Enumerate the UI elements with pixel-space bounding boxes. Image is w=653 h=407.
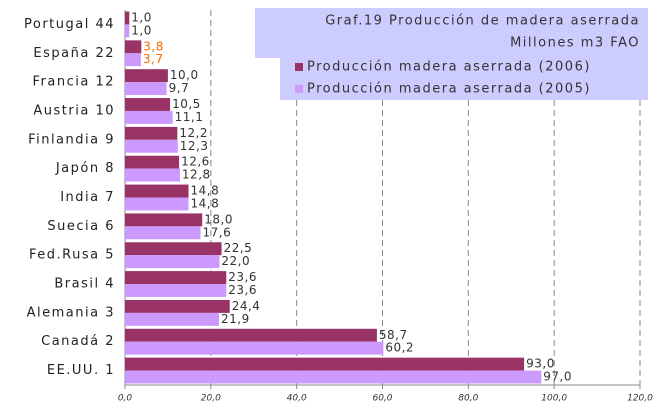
value-label: 58,7 bbox=[379, 328, 408, 342]
value-label: 14,8 bbox=[191, 184, 220, 198]
value-label: 10,5 bbox=[172, 97, 201, 111]
y-tick-label: Francia 12 bbox=[33, 75, 115, 90]
value-label: 97,0 bbox=[543, 370, 572, 384]
value-label: 21,9 bbox=[221, 312, 250, 326]
bar bbox=[125, 213, 203, 227]
chart-subtitle: Millones m3 FAO bbox=[510, 36, 640, 51]
bar bbox=[125, 69, 168, 83]
legend-box bbox=[280, 56, 648, 100]
value-label: 14,8 bbox=[191, 196, 220, 210]
value-label: 3,8 bbox=[143, 39, 164, 53]
bar bbox=[125, 370, 542, 384]
x-tick-label: 60,0 bbox=[372, 394, 392, 404]
y-tick-label: Canadá 2 bbox=[41, 334, 115, 349]
value-label: 11,1 bbox=[175, 110, 204, 124]
x-tick-label: 0,0 bbox=[118, 394, 133, 404]
legend-swatch bbox=[295, 63, 303, 71]
bar bbox=[125, 271, 227, 285]
bar bbox=[125, 126, 178, 140]
x-tick-label: 100,0 bbox=[541, 394, 567, 404]
value-label: 12,2 bbox=[179, 126, 208, 140]
x-tick-label: 80,0 bbox=[458, 394, 478, 404]
bar bbox=[125, 341, 384, 355]
bar bbox=[125, 255, 220, 269]
value-label: 12,6 bbox=[181, 155, 210, 169]
y-tick-label: Austria 10 bbox=[33, 103, 115, 118]
value-label: 9,7 bbox=[169, 81, 190, 95]
y-tick-label: Fed.Rusa 5 bbox=[29, 248, 115, 263]
bar bbox=[125, 284, 227, 297]
y-tick-label: EE.UU. 1 bbox=[47, 363, 115, 378]
value-label: 12,8 bbox=[182, 168, 211, 182]
x-tick-label: 120,0 bbox=[627, 394, 653, 404]
bar bbox=[125, 226, 201, 240]
value-label: 1,0 bbox=[131, 23, 152, 37]
value-label: 18,0 bbox=[204, 212, 233, 226]
value-label: 22,0 bbox=[221, 254, 250, 268]
y-tick-label: India 7 bbox=[60, 190, 115, 205]
bar bbox=[125, 110, 173, 124]
value-label: 17,6 bbox=[203, 225, 232, 239]
bar bbox=[125, 40, 142, 54]
bar bbox=[125, 242, 222, 256]
y-tick-label: Brasil 4 bbox=[54, 277, 115, 292]
bar bbox=[125, 82, 167, 96]
bar bbox=[125, 53, 141, 67]
value-label: 24,4 bbox=[232, 299, 261, 313]
y-tick-label: España 22 bbox=[33, 46, 115, 61]
bar bbox=[125, 197, 189, 211]
bar bbox=[125, 168, 180, 182]
value-label: 60,2 bbox=[385, 341, 414, 355]
bar bbox=[125, 155, 180, 169]
title-box bbox=[255, 8, 648, 58]
value-label: 22,5 bbox=[224, 241, 253, 255]
value-label: 23,6 bbox=[228, 270, 257, 284]
value-label: 23,6 bbox=[228, 283, 257, 297]
bar bbox=[125, 299, 230, 313]
y-tick-label: Alemania 3 bbox=[27, 305, 115, 320]
bar bbox=[125, 24, 130, 38]
bar bbox=[125, 184, 189, 198]
chart-title: Graf.19 Producción de madera aserrada bbox=[325, 14, 640, 29]
bar bbox=[125, 357, 525, 371]
value-label: 1,0 bbox=[131, 10, 152, 24]
legend-label: Producción madera aserrada (2006) bbox=[307, 60, 591, 75]
y-tick-label: Japón 8 bbox=[55, 161, 115, 176]
value-label: 12,3 bbox=[180, 139, 209, 153]
value-label: 3,7 bbox=[143, 52, 164, 66]
legend-swatch bbox=[295, 85, 303, 93]
bar bbox=[125, 139, 178, 153]
value-label: 93,0 bbox=[526, 357, 555, 371]
bar bbox=[125, 328, 377, 342]
value-label: 10,0 bbox=[170, 68, 199, 82]
legend-label: Producción madera aserrada (2005) bbox=[307, 82, 591, 97]
bar bbox=[125, 11, 130, 25]
y-tick-label: Suecia 6 bbox=[47, 219, 115, 234]
y-tick-label: Portugal 44 bbox=[24, 17, 115, 32]
bar bbox=[125, 98, 171, 111]
bar bbox=[125, 312, 219, 326]
x-tick-label: 40,0 bbox=[287, 394, 307, 404]
x-tick-label: 20,0 bbox=[201, 394, 221, 404]
y-tick-label: Finlandia 9 bbox=[28, 132, 115, 147]
